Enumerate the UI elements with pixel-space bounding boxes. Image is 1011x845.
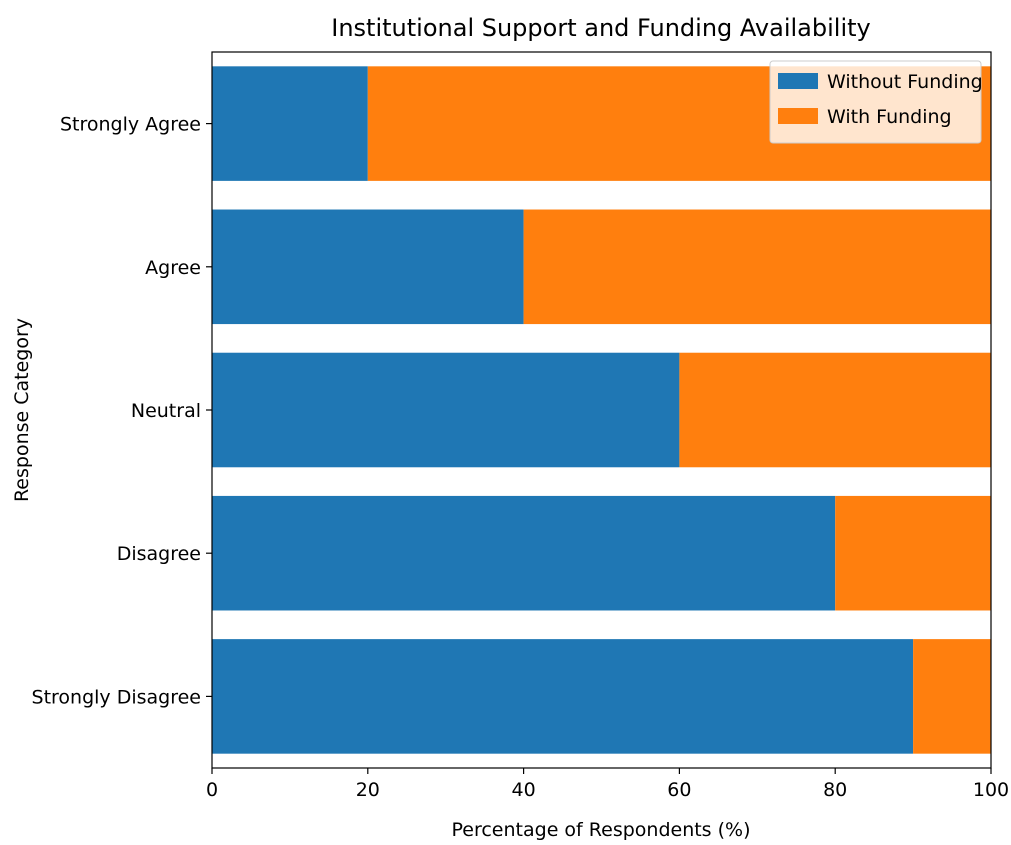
legend: Without Funding With Funding [769, 60, 983, 144]
legend-label-with-funding: With Funding [827, 106, 952, 128]
bar-without-funding-strongly-disagree [212, 639, 914, 754]
bar-with-funding-strongly-disagree [913, 639, 991, 754]
chart-title: Institutional Support and Funding Availa… [331, 14, 870, 42]
legend-swatch-without-funding [778, 73, 818, 89]
x-tick-label: 20 [356, 779, 380, 801]
x-tick-label: 60 [667, 779, 691, 801]
bar-without-funding-agree [212, 209, 524, 325]
x-axis-label: Percentage of Respondents (%) [452, 819, 751, 840]
bar-with-funding-neutral [679, 352, 991, 468]
x-tick-label: 100 [973, 779, 1009, 801]
y-tick-label: Agree [145, 257, 201, 279]
bar-with-funding-agree [523, 209, 991, 325]
bar-without-funding-neutral [212, 352, 680, 468]
x-tick-label: 40 [512, 779, 536, 801]
legend-label-without-funding: Without Funding [827, 71, 983, 93]
y-tick-label: Disagree [117, 543, 201, 565]
y-axis-ticks: Strongly Agree Agree Neutral Disagree Strong… [32, 114, 212, 708]
legend-box [769, 60, 982, 144]
y-tick-label: Strongly Agree [60, 114, 201, 136]
y-tick-label: Strongly Disagree [32, 686, 201, 708]
y-axis-label: Response Category [11, 318, 33, 502]
bars-group [212, 66, 991, 754]
legend-swatch-with-funding [778, 108, 818, 124]
bar-without-funding-disagree [212, 495, 836, 611]
x-tick-label: 0 [206, 779, 218, 801]
x-tick-label: 80 [823, 779, 847, 801]
bar-with-funding-disagree [835, 495, 991, 611]
bar-without-funding-strongly-agree [212, 66, 368, 181]
x-axis-ticks: 0 20 40 60 80 100 [206, 768, 1009, 801]
y-tick-label: Neutral [131, 400, 201, 422]
